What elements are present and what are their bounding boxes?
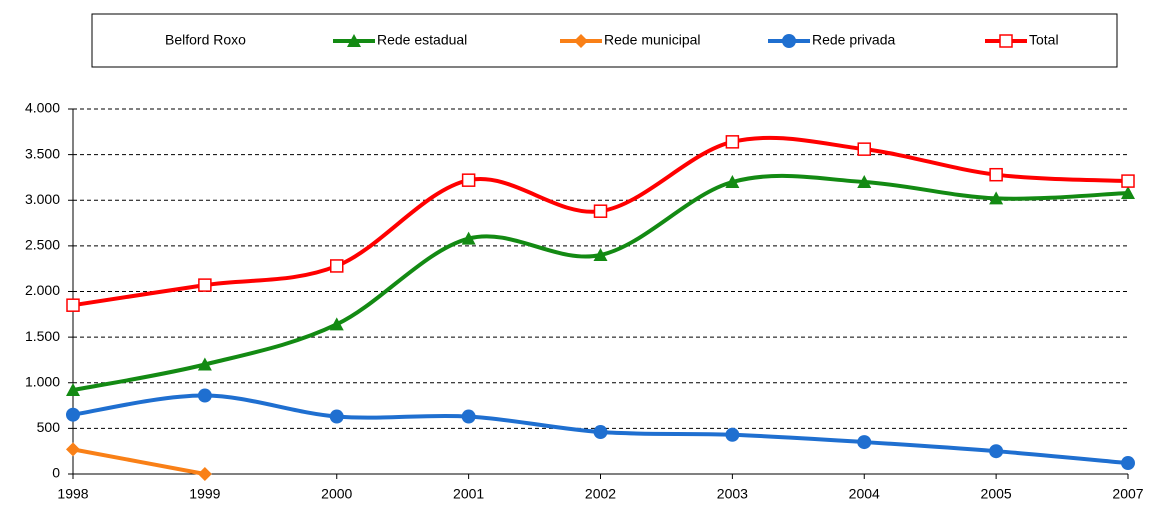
data-point (197, 467, 212, 481)
data-point (329, 317, 344, 331)
data-point (66, 407, 80, 422)
x-tick-label: 2002 (585, 486, 616, 502)
legend-marker (574, 34, 588, 48)
data-point (593, 248, 608, 261)
y-tick-label: 3.000 (25, 191, 60, 207)
y-tick-label: 500 (37, 419, 61, 435)
data-point (1121, 185, 1135, 199)
x-tick-label: 2007 (1112, 486, 1143, 502)
y-tick-label: 1.000 (25, 373, 60, 389)
data-point (989, 191, 1004, 205)
y-tick-label: 1.500 (25, 328, 60, 344)
data-point (857, 142, 871, 156)
x-tick-label: 2004 (849, 486, 880, 502)
data-point (330, 259, 344, 273)
x-tick-label: 1999 (189, 486, 220, 502)
data-point (66, 442, 80, 457)
y-tick-label: 0 (52, 465, 60, 481)
data-point (857, 435, 872, 450)
data-point (725, 427, 740, 442)
data-point (198, 278, 212, 292)
data-point (329, 409, 344, 424)
data-point (461, 409, 476, 424)
legend-label: Rede estadual (377, 32, 467, 48)
y-tick-label: 4.000 (25, 100, 60, 116)
x-tick-label: 2005 (981, 486, 1012, 502)
legend-label: Total (1029, 32, 1059, 48)
y-tick-label: 3.500 (25, 145, 60, 161)
legend-label: Rede municipal (604, 32, 701, 48)
data-point (725, 175, 740, 188)
legend-title: Belford Roxo (165, 32, 246, 48)
data-point (725, 135, 740, 149)
data-point (197, 357, 212, 371)
data-point (857, 175, 872, 188)
data-point (1121, 174, 1135, 188)
legend-marker (999, 34, 1013, 48)
data-point (989, 444, 1004, 459)
data-point (989, 167, 1003, 182)
legend-marker (347, 34, 361, 47)
y-tick-label: 2.000 (25, 282, 60, 298)
data-point (66, 383, 80, 397)
legend-box (91, 13, 1118, 68)
data-point (1121, 456, 1135, 471)
data-point (66, 298, 80, 312)
series-line (72, 135, 1129, 308)
data-point (593, 425, 608, 440)
legend-marker (782, 34, 796, 48)
legend-label: Rede privada (812, 32, 895, 48)
x-tick-label: 2003 (717, 486, 748, 502)
y-tick-label: 2.500 (25, 237, 60, 253)
data-point (593, 204, 608, 218)
data-point (461, 231, 476, 245)
data-point (461, 173, 476, 187)
series-line (72, 447, 206, 476)
x-tick-label: 2001 (453, 486, 484, 502)
x-tick-label: 1998 (57, 486, 88, 502)
data-point (197, 388, 212, 403)
x-tick-label: 2000 (321, 486, 352, 502)
